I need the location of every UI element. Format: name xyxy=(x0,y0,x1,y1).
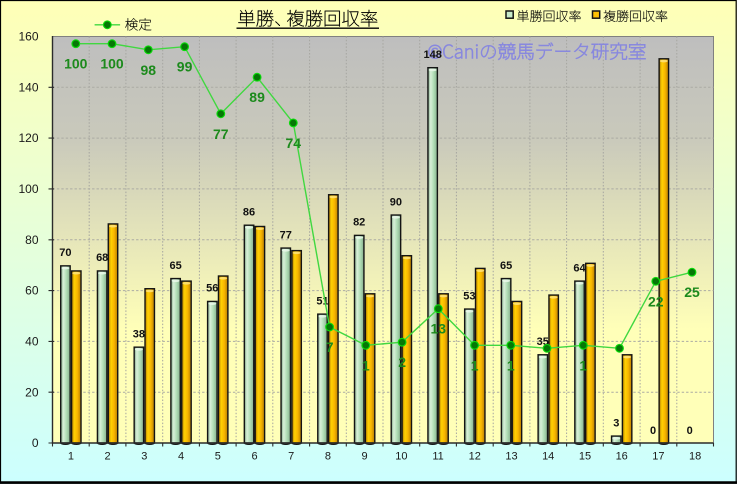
svg-text:18: 18 xyxy=(689,451,701,463)
svg-text:100: 100 xyxy=(18,182,38,196)
svg-text:8: 8 xyxy=(325,451,331,463)
svg-text:1: 1 xyxy=(471,357,479,373)
svg-text:98: 98 xyxy=(141,62,157,78)
svg-text:15: 15 xyxy=(579,451,591,463)
svg-text:0: 0 xyxy=(687,425,693,437)
svg-text:20: 20 xyxy=(25,385,39,399)
svg-text:1: 1 xyxy=(362,357,370,373)
svg-text:25: 25 xyxy=(684,284,700,300)
svg-text:82: 82 xyxy=(353,217,365,229)
svg-text:148: 148 xyxy=(424,49,442,61)
svg-text:13: 13 xyxy=(431,321,447,337)
svg-text:90: 90 xyxy=(390,196,402,208)
svg-text:120: 120 xyxy=(18,131,38,145)
svg-text:11: 11 xyxy=(432,451,443,463)
svg-text:68: 68 xyxy=(96,252,108,264)
svg-text:14: 14 xyxy=(542,451,554,463)
svg-text:10: 10 xyxy=(395,451,407,463)
svg-text:74: 74 xyxy=(286,135,302,151)
svg-text:100: 100 xyxy=(100,56,124,72)
svg-text:86: 86 xyxy=(243,207,255,219)
svg-text:60: 60 xyxy=(25,284,39,298)
svg-text:100: 100 xyxy=(64,56,88,72)
svg-text:140: 140 xyxy=(18,80,38,94)
svg-text:3: 3 xyxy=(141,451,147,463)
svg-text:65: 65 xyxy=(500,260,512,272)
svg-text:17: 17 xyxy=(652,451,664,463)
svg-text:1: 1 xyxy=(579,357,587,373)
svg-text:16: 16 xyxy=(616,451,628,463)
svg-text:56: 56 xyxy=(206,283,218,295)
svg-text:4: 4 xyxy=(178,451,184,463)
svg-text:65: 65 xyxy=(169,260,181,272)
svg-text:80: 80 xyxy=(25,233,39,247)
svg-text:1: 1 xyxy=(507,357,515,373)
svg-text:89: 89 xyxy=(249,89,265,105)
svg-text:53: 53 xyxy=(463,290,475,302)
svg-text:51: 51 xyxy=(316,295,328,307)
svg-text:77: 77 xyxy=(213,126,229,142)
svg-text:3: 3 xyxy=(613,417,619,429)
svg-text:22: 22 xyxy=(648,293,664,309)
svg-text:2: 2 xyxy=(105,451,111,463)
svg-text:99: 99 xyxy=(177,59,193,75)
svg-text:7: 7 xyxy=(326,339,334,355)
svg-text:6: 6 xyxy=(251,451,257,463)
svg-text:5: 5 xyxy=(215,451,221,463)
svg-text:2: 2 xyxy=(398,354,406,370)
svg-text:1: 1 xyxy=(68,451,74,463)
svg-text:12: 12 xyxy=(469,451,481,463)
svg-text:77: 77 xyxy=(280,229,292,241)
svg-text:70: 70 xyxy=(59,247,71,259)
svg-text:38: 38 xyxy=(133,329,145,341)
svg-text:0: 0 xyxy=(32,436,39,450)
svg-text:0: 0 xyxy=(650,425,656,437)
svg-text:64: 64 xyxy=(573,262,586,274)
svg-text:9: 9 xyxy=(362,451,368,463)
svg-text:160: 160 xyxy=(18,30,38,44)
svg-text:13: 13 xyxy=(505,451,517,463)
svg-text:7: 7 xyxy=(288,451,294,463)
svg-text:40: 40 xyxy=(25,335,39,349)
